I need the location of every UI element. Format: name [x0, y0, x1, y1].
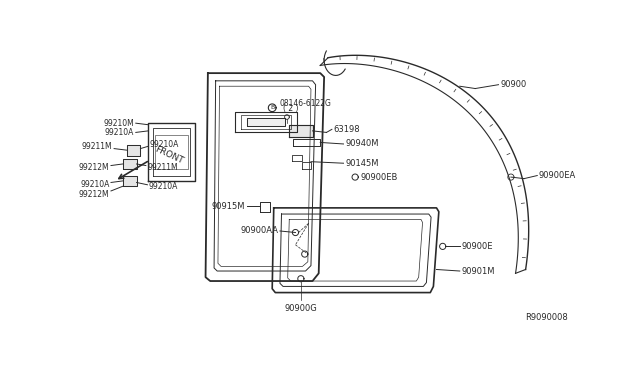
Text: 08146-6122G: 08146-6122G	[279, 99, 331, 108]
Text: 99210A: 99210A	[150, 140, 179, 149]
Text: 99211M: 99211M	[147, 163, 178, 171]
Text: 90901M: 90901M	[461, 266, 495, 276]
Text: FRONT: FRONT	[154, 145, 185, 166]
Text: 99211M: 99211M	[82, 142, 113, 151]
Text: 99210A: 99210A	[105, 128, 134, 137]
Text: 90900EA: 90900EA	[539, 171, 576, 180]
Polygon shape	[123, 176, 136, 186]
Text: 99212M: 99212M	[79, 189, 109, 199]
Text: 90940M: 90940M	[345, 140, 378, 148]
Text: 90900EB: 90900EB	[360, 173, 398, 182]
Polygon shape	[289, 125, 312, 137]
Text: 99212M: 99212M	[79, 163, 109, 171]
Text: B: B	[270, 105, 275, 110]
Text: 90915M: 90915M	[212, 202, 245, 211]
Text: 90900G: 90900G	[285, 304, 317, 313]
Text: 90145M: 90145M	[345, 159, 378, 168]
Text: 99210M: 99210M	[104, 119, 134, 128]
Polygon shape	[123, 158, 136, 169]
Text: 90900AA: 90900AA	[241, 227, 278, 235]
Text: 99210A: 99210A	[80, 180, 109, 189]
Polygon shape	[246, 118, 285, 126]
Text: 90900E: 90900E	[461, 242, 493, 251]
Polygon shape	[127, 145, 140, 155]
Text: R9090008: R9090008	[525, 313, 568, 322]
Text: ( 2 ): ( 2 )	[283, 104, 298, 113]
Text: 99210A: 99210A	[149, 182, 179, 191]
Text: 90900: 90900	[500, 80, 526, 89]
Text: 63198: 63198	[333, 125, 360, 134]
